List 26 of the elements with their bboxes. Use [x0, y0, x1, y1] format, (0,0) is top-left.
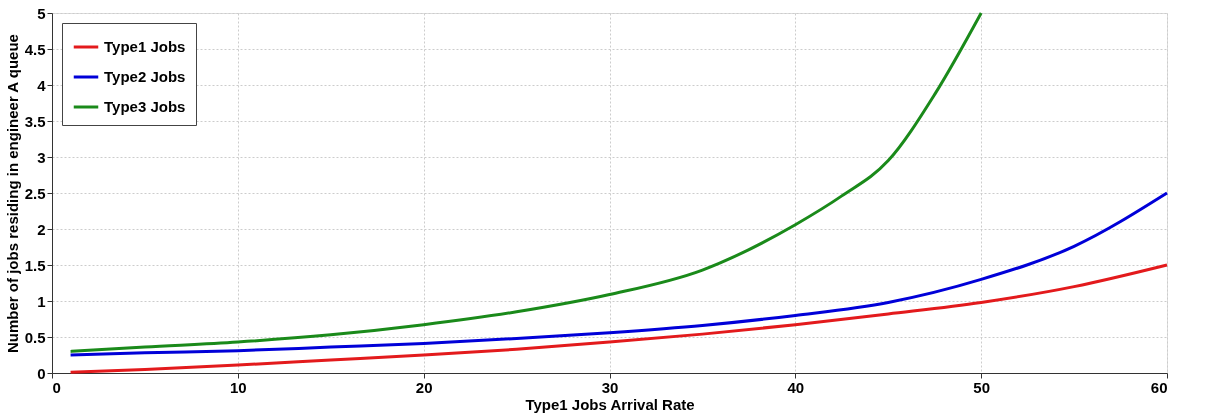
- x-tick-label: 60: [1150, 378, 1168, 396]
- line-series: [69, 11, 983, 353]
- x-tick-label: 0: [52, 378, 61, 396]
- y-tick-label: 3: [37, 148, 46, 166]
- y-axis-title: Number of jobs residing in engineer A queue: [3, 34, 21, 353]
- y-tick-label: 3.5: [24, 112, 46, 130]
- x-tick-label: 20: [415, 378, 433, 396]
- x-tick-label: 10: [229, 378, 247, 396]
- x-tick-label: 40: [787, 378, 805, 396]
- y-tick-label: 2: [37, 220, 46, 238]
- legend-label: Type3 Jobs: [104, 98, 186, 115]
- y-tick-label: 0.5: [24, 328, 46, 346]
- y-tick-label: 5: [37, 4, 46, 22]
- legend-label: Type2 Jobs: [104, 68, 186, 85]
- line-series: [69, 263, 1169, 374]
- y-tick-label: 0: [37, 364, 46, 382]
- legend-label: Type1 Jobs: [104, 38, 186, 55]
- x-tick-label: 50: [973, 378, 991, 396]
- y-tick-label: 4: [37, 76, 47, 94]
- line-series: [69, 191, 1169, 357]
- y-tick-label: 2.5: [24, 184, 46, 202]
- y-tick-label: 4.5: [24, 40, 46, 58]
- x-tick-label: 30: [601, 378, 619, 396]
- y-tick-label: 1.5: [24, 256, 46, 274]
- y-tick-label: 1: [37, 292, 46, 310]
- x-axis-title: Type1 Jobs Arrival Rate: [525, 395, 695, 413]
